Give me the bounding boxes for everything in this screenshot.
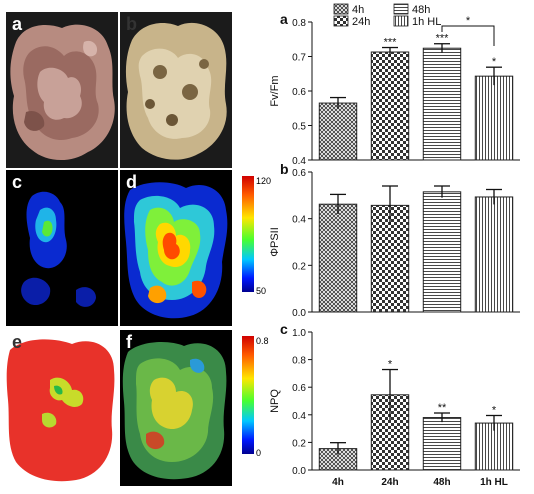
panel-label-a: a bbox=[280, 11, 288, 27]
photo-b-image bbox=[125, 22, 227, 160]
y-tick-label-a-4: 0.8 bbox=[292, 18, 306, 29]
photo-a-image bbox=[10, 24, 115, 161]
legend-swatch-0 bbox=[333, 3, 349, 15]
fluorescence-e-label: e bbox=[12, 332, 23, 352]
photo-panel-b: b bbox=[120, 12, 232, 168]
fluorescence-c-image bbox=[21, 191, 96, 307]
panel-label-c: c bbox=[280, 321, 288, 337]
colorbar-bottom-max-label: 0.8 bbox=[256, 336, 269, 346]
fluorescence-panel-f: f bbox=[120, 330, 232, 486]
colorbar-top bbox=[242, 176, 254, 292]
y-tick-label-a-2: 0.6 bbox=[292, 87, 306, 98]
bar-a-3 bbox=[474, 75, 514, 161]
y-tick-label-c-5: 1.0 bbox=[292, 328, 306, 339]
bar-b-0 bbox=[318, 203, 358, 313]
y-tick-label-a-0: 0.4 bbox=[292, 156, 306, 167]
y-tick-label-b-3: 0.6 bbox=[292, 168, 306, 179]
y-tick-label-c-2: 0.4 bbox=[292, 411, 306, 422]
fluorescence-panel-e: e bbox=[6, 330, 118, 486]
y-tick-label-c-4: 0.8 bbox=[292, 356, 306, 367]
y-tick-label-b-2: 0.4 bbox=[292, 215, 306, 226]
bar-c-3 bbox=[474, 422, 514, 471]
y-tick-label-c-3: 0.6 bbox=[292, 383, 306, 394]
bar-a-1 bbox=[370, 51, 410, 161]
significance-bracket-a bbox=[441, 25, 495, 46]
y-axis-title-b: ΦPSII bbox=[269, 227, 281, 257]
fluorescence-panel-c: c bbox=[6, 170, 118, 326]
y-tick-label-c-0: 0.0 bbox=[292, 466, 306, 477]
legend-label-3: 1h HL bbox=[412, 16, 441, 28]
significance-c-1: * bbox=[388, 359, 393, 371]
bar-b-2 bbox=[422, 191, 462, 313]
x-tick-label-c-0: 4h bbox=[332, 477, 344, 488]
panel-label-b: b bbox=[280, 161, 289, 177]
photo-panel-a: a bbox=[6, 12, 118, 168]
legend-label-0: 4h bbox=[352, 4, 364, 16]
y-tick-label-b-0: 0.0 bbox=[292, 308, 306, 319]
colorbar-top-min-label: 50 bbox=[256, 286, 267, 296]
bracket-label-a: * bbox=[466, 15, 471, 27]
fluorescence-f-image bbox=[122, 342, 227, 480]
y-tick-label-b-1: 0.2 bbox=[292, 261, 306, 272]
y-axis-title-c: NPQ bbox=[269, 389, 281, 413]
chart-panel-c: 0.0 0.2 0.4 0.6 0.8 1.0 NPQ c 4h * 24h ** 48h * 1h HL bbox=[269, 321, 520, 488]
significance-a-2: *** bbox=[436, 33, 450, 45]
colorbar-bottom bbox=[242, 336, 254, 454]
significance-c-2: ** bbox=[438, 402, 447, 414]
fluorescence-panel-d: d bbox=[120, 170, 232, 326]
y-tick-label-c-1: 0.2 bbox=[292, 438, 306, 449]
bar-a-2 bbox=[422, 47, 462, 161]
x-tick-label-c-2: 48h bbox=[433, 477, 450, 488]
y-tick-label-a-3: 0.7 bbox=[292, 53, 306, 64]
legend-swatch-1 bbox=[333, 15, 349, 27]
chart-panels: 0.40.50.60.70.8Fv/Fma*** *****0.00.20.40.… bbox=[269, 11, 520, 488]
colorbar-bottom-min-label: 0 bbox=[256, 448, 262, 458]
bar-a-0 bbox=[318, 102, 358, 161]
legend-label-2: 48h bbox=[412, 4, 430, 16]
chart-panel-b: 0.0 0.2 0.4 0.6 ΦPSII b bbox=[269, 161, 520, 319]
significance-a-1: *** bbox=[384, 37, 398, 49]
fluorescence-d-label: d bbox=[126, 172, 137, 192]
fluorescence-d-image bbox=[124, 182, 228, 319]
significance-a-3: * bbox=[492, 56, 497, 68]
bar-b-3 bbox=[474, 196, 514, 313]
chart-panel-a: 0.40.50.60.70.8Fv/Fma*** ***** bbox=[269, 11, 520, 167]
fluorescence-e-image bbox=[6, 339, 115, 482]
photo-b-label: b bbox=[126, 14, 137, 34]
legend-swatch-2 bbox=[393, 3, 409, 15]
legend-swatch-3 bbox=[393, 15, 409, 27]
legend-label-1: 24h bbox=[352, 16, 370, 28]
x-tick-label-c-1: 24h bbox=[381, 477, 398, 488]
y-axis-title-a: Fv/Fm bbox=[269, 75, 281, 106]
bar-c-2 bbox=[422, 417, 462, 471]
photo-a-label: a bbox=[12, 14, 23, 34]
y-tick-label-a-1: 0.5 bbox=[292, 122, 306, 133]
significance-c-3: * bbox=[492, 404, 497, 416]
fluorescence-c-label: c bbox=[12, 172, 23, 192]
fluorescence-f-label: f bbox=[126, 332, 132, 352]
x-tick-label-c-3: 1h HL bbox=[480, 477, 508, 488]
colorbar-top-max-label: 120 bbox=[256, 176, 272, 186]
